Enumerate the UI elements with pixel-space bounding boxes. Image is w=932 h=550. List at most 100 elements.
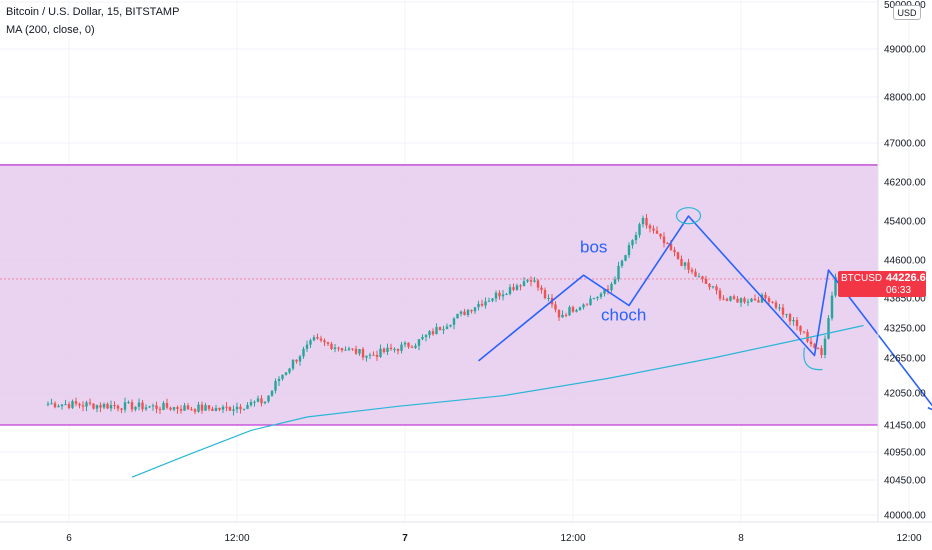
time-tick-label: 6 [66,533,72,544]
candle-body [260,398,263,404]
candle-body [557,309,561,318]
candle-body [540,287,543,291]
candle-body [158,408,162,410]
candle-body [526,280,529,282]
candle-body [816,347,820,349]
candle-body [613,279,617,284]
candle-body [333,347,337,349]
hand-drawn-annotations[interactable]: bos choch [477,207,932,412]
indicator-legend[interactable]: MA (200, close, 0) [6,24,95,36]
candle-body [200,404,204,411]
candle-body [732,296,736,299]
candle-body [536,280,540,288]
candle-body [190,409,193,411]
candle-body [288,368,291,373]
candle-body [85,402,88,407]
candle-body [456,313,459,319]
candle-body [368,354,372,356]
candle-body [417,339,421,346]
candle-body [316,337,319,339]
candle-body [711,286,715,288]
candle-body [652,228,655,231]
candle-body [270,390,274,396]
candle-body [617,265,620,280]
candle-body [71,401,74,408]
candle-body [459,311,463,314]
candle-body [669,243,673,250]
candle-body [529,280,533,282]
candle-body [46,403,50,405]
candle-body [218,407,221,410]
candle-body [589,298,592,305]
candle-body [232,409,235,411]
arrow-head [927,406,932,411]
candle-body [767,298,771,302]
candle-body [379,348,382,357]
time-tick-label: 7 [402,533,408,544]
candle-body [78,403,81,406]
candle-body [239,406,242,410]
candle-body [624,255,627,261]
candle-body [648,225,652,229]
candle-body [736,298,739,303]
candle-body [354,348,358,354]
candle-body [141,402,144,410]
candle-body [207,405,211,409]
candle-body [319,338,323,341]
candle-body [274,381,277,391]
price-tag: BTCUSD 44226.62 06:33 [838,271,932,297]
candle-body [326,342,330,344]
candle-body [193,409,197,412]
chart-title: Bitcoin / U.S. Dollar, 15, BITSTAMP [6,6,180,18]
candle-body [197,404,200,412]
candle-body [414,345,417,348]
zigzag-path [477,215,932,407]
candle-body [410,346,414,348]
annotation-label: choch [601,306,646,325]
candle-body [431,331,435,335]
candle-body [680,258,683,266]
candle-body [267,395,270,402]
candle-body [638,224,641,235]
supply-demand-zone[interactable] [0,164,878,425]
candle-body [809,341,813,345]
price-tick-label: 43250.00 [884,324,926,335]
candle-body [799,326,802,332]
candle-body [592,298,596,300]
candle-body [676,252,680,259]
candle-body [771,301,774,303]
candle-body [673,249,676,253]
price-tick-label: 40000.00 [884,511,926,522]
currency-badge[interactable]: USD [893,5,921,20]
candle-body [235,406,239,410]
candle-body [599,293,603,297]
candle-body [221,406,225,410]
price-tick-label: 46200.00 [884,178,926,189]
candle-body [393,349,396,351]
price-tick-label: 47000.00 [884,139,926,150]
candle-body [312,337,316,341]
candle-body [179,409,183,411]
candle-body [428,331,431,336]
candle-body [701,276,704,279]
candle-body [806,332,809,342]
candle-body [249,402,253,406]
candle-body [477,303,480,308]
candle-body [582,304,585,308]
candle-body [452,318,456,325]
candle-body [533,280,536,282]
price-tick-label: 40450.00 [884,476,926,487]
candle-body [795,320,799,327]
candle-body [67,404,71,408]
candle-body [204,405,207,411]
candle-body [127,402,130,404]
candle-body [291,359,295,369]
candle-body [155,405,158,409]
candle-body [505,293,508,295]
candle-body [487,300,491,302]
candle-body [176,407,179,410]
candle-body [95,405,99,409]
candle-body [281,374,284,379]
